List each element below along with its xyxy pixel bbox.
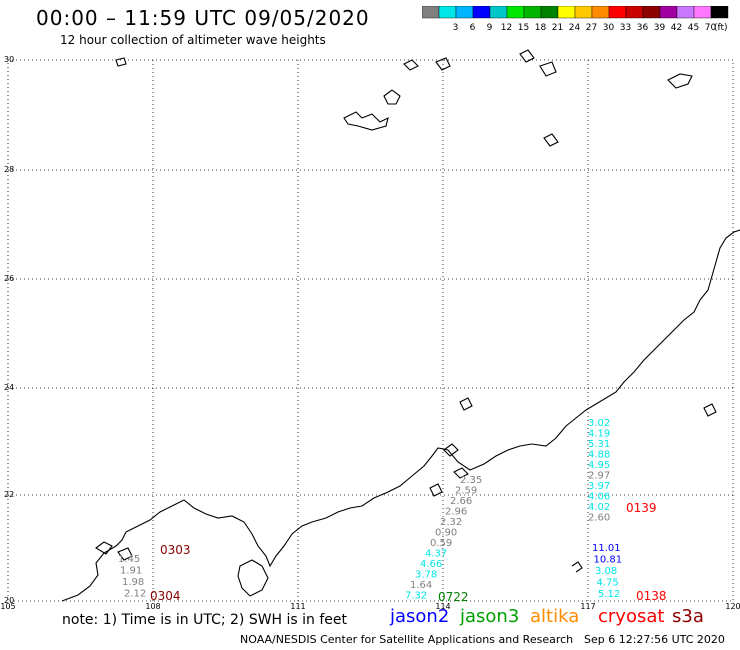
colorbar-unit: (ft) [714, 23, 728, 33]
swh-value: 3.02 [588, 418, 610, 429]
longitude-label: 117 [580, 602, 595, 610]
wave-height-map: 30 28 26 24 22 20 105 108 111 114 117 120 1.451.91… [0, 49, 740, 610]
colorbar-tick-label: 3 [453, 23, 459, 33]
colorbar-tick-label: 9 [487, 23, 493, 33]
latitude-label: 20 [4, 596, 14, 605]
satellite-jason3: jason3 [460, 606, 520, 627]
satellite-jason2: jason2 [390, 606, 450, 627]
colorbar-tick-label: 18 [535, 23, 547, 33]
swh-value: 4.75 [597, 578, 619, 589]
swh-value: 2.59 [455, 486, 477, 497]
colorbar-tick-label: 42 [671, 23, 682, 33]
swh-value: 3.97 [588, 481, 610, 492]
swh-value: 4.66 [420, 559, 442, 570]
pass-time-label: 0138 [636, 589, 667, 603]
coastline [61, 49, 740, 602]
longitude-label: 105 [0, 602, 15, 610]
swh-value: 4.06 [588, 492, 610, 503]
swh-value: 2.32 [440, 517, 462, 528]
pass-time-label: 0303 [160, 543, 191, 557]
colorbar-tick-label: 27 [586, 23, 597, 33]
swh-value: 4.37 [425, 549, 447, 560]
swh-value: 2.35 [460, 475, 482, 486]
colorbar-tick-label: 30 [603, 23, 615, 33]
latitude-label: 30 [4, 55, 14, 64]
swh-value: 2.60 [588, 513, 610, 524]
latitude-label: 28 [4, 165, 14, 174]
swh-value: 3.78 [415, 570, 437, 581]
swh-value: 7.32 [405, 591, 427, 602]
pass-time-label: 0139 [626, 501, 657, 515]
swh-value: 4.95 [588, 460, 610, 471]
swh-value: 1.45 [118, 554, 140, 565]
colorbar-tick-label: 70 [705, 23, 717, 33]
longitude-label: 108 [145, 602, 160, 610]
footer-credit: NOAA/NESDIS Center for Satellite Applica… [240, 633, 574, 646]
longitude-label: 114 [435, 602, 450, 610]
longitude-label: 120 [725, 602, 740, 610]
map-subtitle: 12 hour collection of altimeter wave hei… [60, 33, 326, 47]
swh-value: 1.91 [120, 566, 142, 577]
units-note: note: 1) Time is in UTC; 2) SWH is in fe… [62, 612, 348, 628]
colorbar-tick-label: 39 [654, 23, 666, 33]
colorbar-swatch [710, 6, 729, 19]
graticule [8, 60, 733, 601]
swh-value: 5.31 [588, 439, 610, 450]
swh-value: 4.88 [588, 450, 610, 461]
swh-value: 2.96 [445, 507, 467, 518]
colorbar-tick-label: 21 [552, 23, 563, 33]
swh-value: 1.98 [122, 577, 144, 588]
satellite-cryosat: cryosat [598, 606, 665, 627]
pass-time-label: 0722 [438, 590, 469, 604]
longitude-labels: 105 108 111 114 117 120 [0, 602, 740, 610]
latitude-labels: 30 28 26 24 22 20 [4, 55, 14, 605]
swh-value: 2.66 [450, 496, 472, 507]
footer-timestamp: Sep 6 12:27:56 UTC 2020 [584, 633, 725, 646]
colorbar-tick-label: 33 [620, 23, 631, 33]
colorbar-tick-label: 24 [569, 23, 581, 33]
colorbar-legend: 3 6 9 12 15 18 21 24 27 30 33 36 39 42 45 70(ft) [422, 6, 729, 33]
swh-value: 2.97 [588, 471, 610, 482]
colorbar-tick-label: 12 [501, 23, 512, 33]
colorbar-tick-label: 15 [518, 23, 529, 33]
swh-value: 0.59 [430, 538, 452, 549]
pass-time-label: 0304 [150, 589, 181, 603]
latitude-label: 22 [4, 490, 14, 499]
swh-value: 4.02 [588, 502, 610, 513]
swh-value: 3.08 [595, 566, 617, 577]
map-frame [7, 59, 734, 602]
latitude-label: 26 [4, 274, 14, 283]
latitude-label: 24 [4, 383, 14, 392]
satellite-s3a: s3a [672, 606, 704, 627]
satellite-altika: altika [530, 606, 580, 627]
swh-value: 4.19 [588, 429, 610, 440]
altimeter-tracks: 1.451.911.982.12 0303 0304 2.352.592.662.96… [118, 418, 667, 604]
swh-value: 10.81 [594, 555, 623, 566]
swh-value: 11.01 [592, 543, 621, 554]
swh-value: 0.90 [435, 528, 457, 539]
swh-value: 5.12 [598, 589, 620, 600]
swh-value: 1.64 [410, 580, 432, 591]
map-title: 00:00 – 11:59 UTC 09/05/2020 [36, 6, 370, 30]
colorbar-tick-label: 45 [688, 23, 699, 33]
colorbar-tick-label: 6 [470, 23, 476, 33]
colorbar-tick-label: 36 [637, 23, 649, 33]
swh-value: 2.12 [124, 589, 146, 600]
longitude-label: 111 [290, 602, 305, 610]
